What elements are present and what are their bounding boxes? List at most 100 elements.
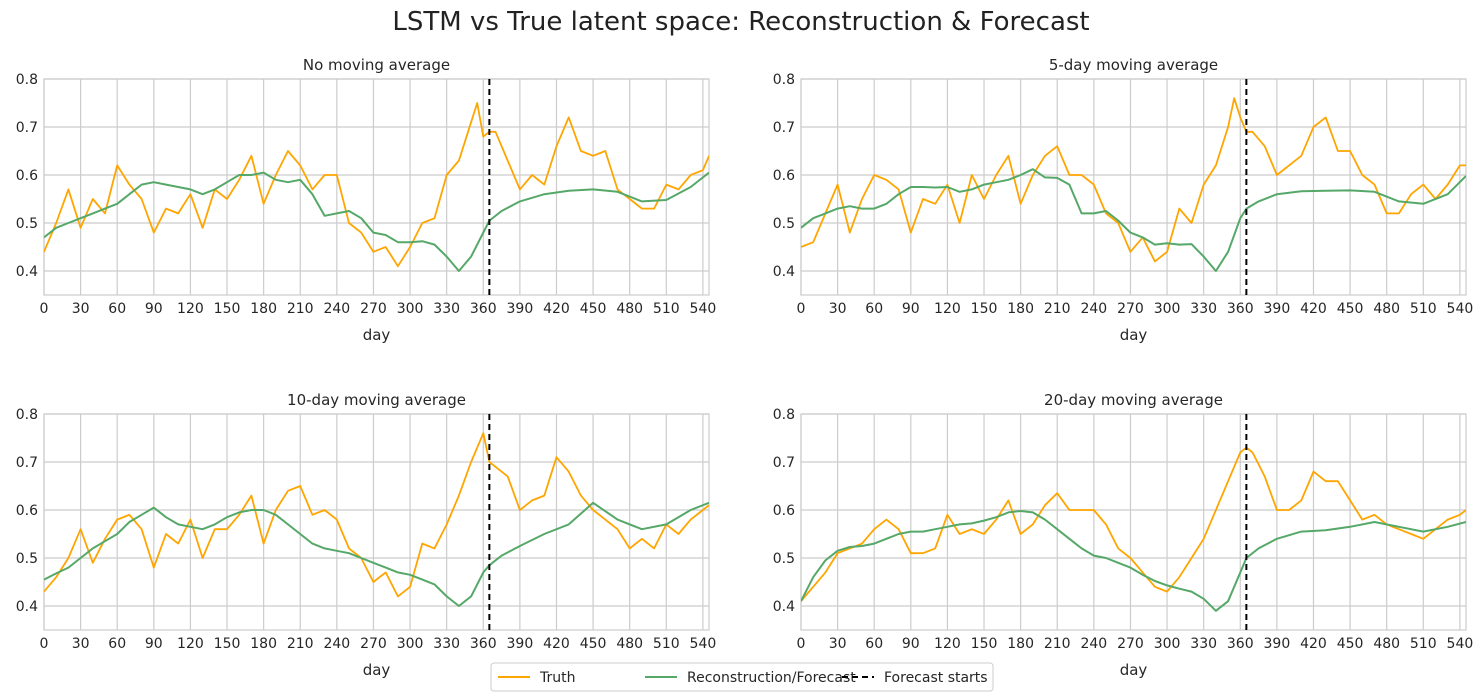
y-tick-label: 0.7 (16, 455, 38, 471)
truth-series-line (44, 102, 709, 268)
x-tick-label: 270 (1117, 301, 1144, 317)
plot-frame (43, 78, 710, 296)
x-tick-label: 540 (1447, 636, 1474, 652)
y-tick-label: 0.5 (773, 216, 795, 232)
chart-panel-4: 0 30 60 90 120 150 180 210 240 270 300 330 360 390 420… (773, 391, 1474, 679)
reconstruction-series-line (44, 171, 709, 272)
figure-title: LSTM vs True latent space: Reconstructio… (392, 7, 1089, 37)
panel-title: 20-day moving average (1044, 391, 1223, 409)
y-tick-label: 0.6 (773, 503, 795, 519)
x-tick-label: 210 (287, 301, 314, 317)
x-axis-label: day (1120, 661, 1148, 679)
chart-panels: 0 30 60 90 120 150 180 210 240 270 300 330 360 390 420… (16, 56, 1474, 679)
x-tick-label: 150 (971, 301, 998, 317)
x-tick-label: 120 (934, 301, 961, 317)
x-tick-label: 150 (971, 636, 998, 652)
x-tick-label: 450 (580, 301, 607, 317)
x-tick-label: 60 (108, 301, 126, 317)
x-tick-label: 330 (1190, 301, 1217, 317)
x-tick-label: 90 (145, 636, 163, 652)
y-tick-label: 0.7 (16, 120, 38, 136)
x-tick-label: 90 (902, 301, 920, 317)
chart-panel-1: 0 30 60 90 120 150 180 210 240 270 300 330 360 390 420… (16, 56, 717, 344)
x-axis-label: day (363, 326, 391, 344)
x-tick-label: 300 (1154, 636, 1181, 652)
x-tick-label: 270 (360, 636, 387, 652)
x-tick-label: 360 (470, 301, 497, 317)
x-tick-label: 330 (433, 636, 460, 652)
legend-box (490, 662, 994, 692)
x-tick-label: 480 (616, 301, 643, 317)
chart-panel-3: 0 30 60 90 120 150 180 210 240 270 300 330 360 390 420… (16, 391, 717, 679)
x-tick-label: 0 (40, 301, 49, 317)
x-tick-label: 300 (397, 636, 424, 652)
x-tick-label: 240 (1080, 301, 1107, 317)
x-tick-label: 0 (797, 636, 806, 652)
y-tick-label: 0.6 (773, 168, 795, 184)
y-tick-label: 0.8 (773, 72, 795, 88)
x-tick-label: 300 (397, 301, 424, 317)
x-tick-label: 90 (145, 301, 163, 317)
x-tick-label: 180 (250, 636, 277, 652)
y-tick-label: 0.4 (16, 599, 38, 615)
x-tick-label: 150 (214, 636, 241, 652)
legend: Truth Reconstruction/Forecast Forecast sta… (490, 662, 994, 692)
x-tick-label: 150 (214, 301, 241, 317)
y-tick-label: 0.5 (16, 216, 38, 232)
panel-title: 5-day moving average (1049, 56, 1218, 74)
x-tick-label: 0 (40, 636, 49, 652)
legend-label: Forecast starts (884, 670, 988, 686)
reconstruction-series-line (801, 510, 1466, 612)
x-tick-label: 210 (287, 636, 314, 652)
reconstruction-series-line (801, 168, 1466, 272)
x-tick-label: 60 (865, 301, 883, 317)
x-tick-label: 390 (507, 301, 534, 317)
truth-series-line (801, 97, 1466, 263)
y-tick-label: 0.8 (773, 407, 795, 423)
x-tick-label: 180 (1007, 301, 1034, 317)
x-tick-label: 270 (360, 301, 387, 317)
x-tick-label: 450 (1337, 301, 1364, 317)
x-tick-label: 240 (323, 636, 350, 652)
panel-title: 10-day moving average (287, 391, 466, 409)
y-tick-label: 0.8 (16, 72, 38, 88)
x-tick-label: 390 (1264, 636, 1291, 652)
x-tick-label: 450 (1337, 636, 1364, 652)
x-tick-label: 540 (690, 301, 717, 317)
x-tick-label: 510 (1410, 636, 1437, 652)
x-tick-label: 420 (543, 301, 570, 317)
x-tick-label: 420 (1300, 301, 1327, 317)
x-tick-label: 510 (653, 636, 680, 652)
legend-label: Reconstruction/Forecast (687, 670, 856, 686)
x-tick-label: 90 (902, 636, 920, 652)
x-tick-label: 30 (72, 636, 90, 652)
x-tick-label: 60 (108, 636, 126, 652)
x-tick-label: 450 (580, 636, 607, 652)
y-tick-label: 0.8 (16, 407, 38, 423)
x-tick-label: 330 (433, 301, 460, 317)
truth-series-line (44, 432, 709, 598)
plot-frame (43, 413, 710, 631)
x-tick-label: 540 (1447, 301, 1474, 317)
y-tick-label: 0.4 (16, 264, 38, 280)
y-tick-label: 0.6 (16, 503, 38, 519)
x-tick-label: 210 (1044, 301, 1071, 317)
x-tick-label: 480 (1373, 636, 1400, 652)
x-axis-label: day (1120, 326, 1148, 344)
y-tick-label: 0.4 (773, 264, 795, 280)
x-axis-label: day (363, 661, 391, 679)
legend-label: Truth (539, 670, 576, 686)
x-tick-label: 0 (797, 301, 806, 317)
x-tick-label: 30 (829, 636, 847, 652)
x-tick-label: 510 (1410, 301, 1437, 317)
reconstruction-series-line (44, 501, 709, 607)
chart-panel-2: 0 30 60 90 120 150 180 210 240 270 300 330 360 390 420… (773, 56, 1474, 344)
grid (43, 78, 709, 295)
x-tick-label: 270 (1117, 636, 1144, 652)
x-tick-label: 540 (690, 636, 717, 652)
x-tick-label: 30 (72, 301, 90, 317)
y-tick-label: 0.5 (773, 551, 795, 567)
plot-frame (800, 78, 1467, 296)
